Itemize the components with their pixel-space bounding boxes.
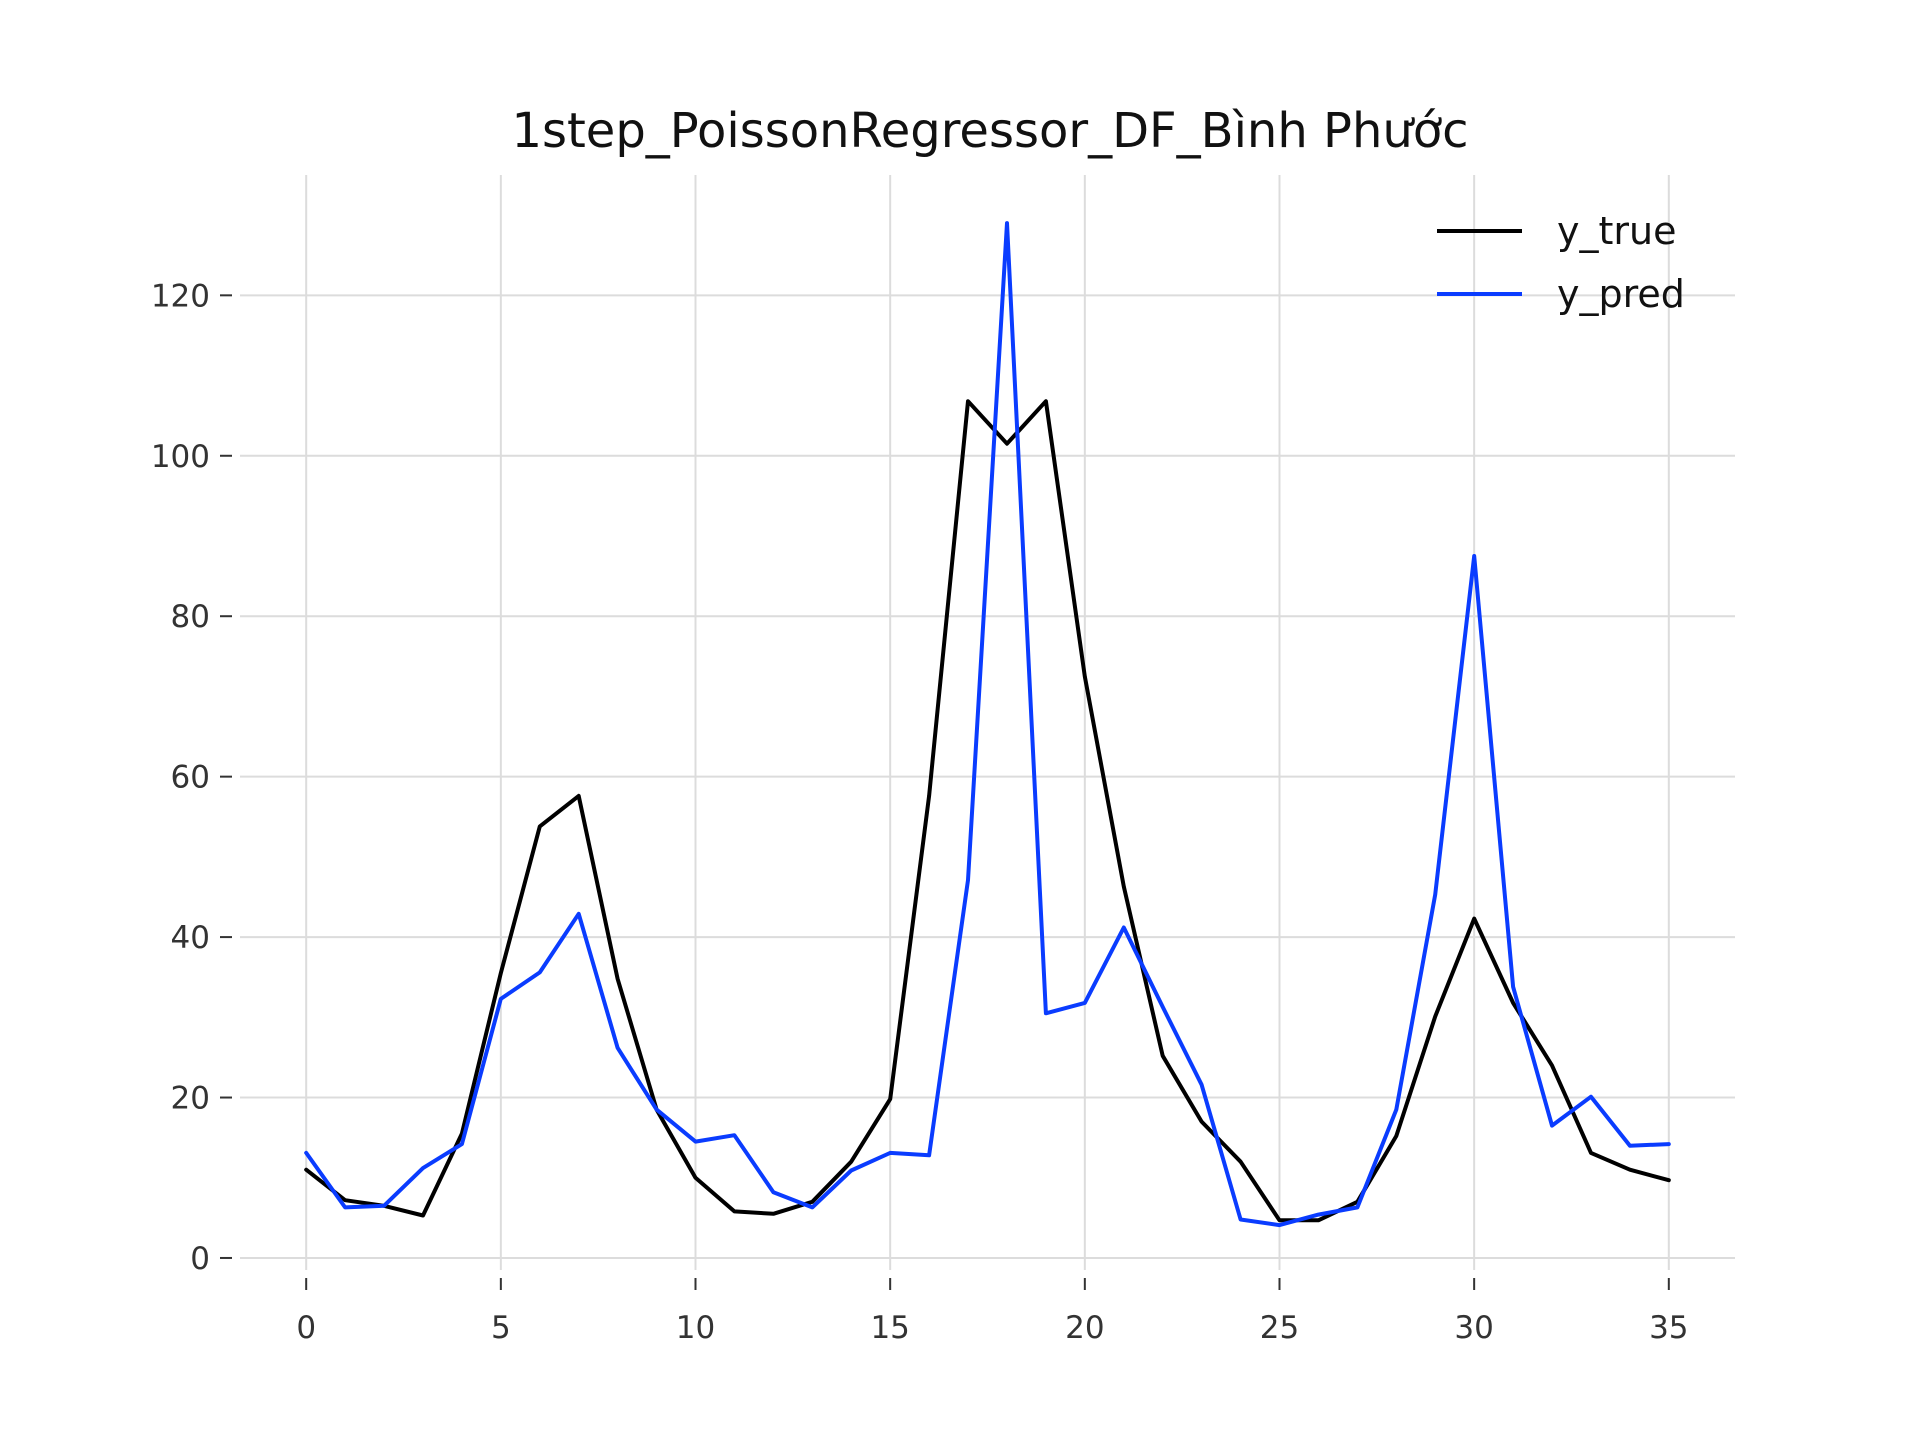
x-tick-label-10: 10 bbox=[676, 1310, 715, 1346]
x-tick-label-30: 30 bbox=[1454, 1310, 1493, 1346]
x-tick-label-15: 15 bbox=[870, 1310, 909, 1346]
y-tick-label-100: 100 bbox=[151, 439, 210, 475]
y-tick-label-20: 20 bbox=[171, 1081, 210, 1117]
y-tick-label-0: 0 bbox=[190, 1241, 210, 1277]
y-tick-label-120: 120 bbox=[151, 278, 210, 314]
x-tick-label-20: 20 bbox=[1065, 1310, 1104, 1346]
grid bbox=[240, 175, 1735, 1270]
legend-label-y-true: y_true bbox=[1557, 209, 1676, 253]
chart-title: 1step_PoissonRegressor_DF_Bình Phước bbox=[511, 103, 1468, 159]
legend: y_true y_pred bbox=[1437, 209, 1685, 316]
x-tick-label-35: 35 bbox=[1649, 1310, 1688, 1346]
series-line-y-pred bbox=[304, 221, 1671, 1228]
x-tick-label-5: 5 bbox=[491, 1310, 511, 1346]
y-tick-label-60: 60 bbox=[171, 760, 210, 796]
axis-ticks: 0 5 10 15 20 25 30 35 0 20 40 60 80 100 120 bbox=[151, 278, 1689, 1346]
x-tick-label-0: 0 bbox=[296, 1310, 316, 1346]
y-tick-label-40: 40 bbox=[171, 920, 210, 956]
series-line-y-true bbox=[304, 399, 1671, 1223]
legend-label-y-pred: y_pred bbox=[1557, 272, 1685, 316]
series-layer bbox=[304, 221, 1671, 1228]
x-tick-label-25: 25 bbox=[1260, 1310, 1299, 1346]
y-tick-label-80: 80 bbox=[171, 599, 210, 635]
